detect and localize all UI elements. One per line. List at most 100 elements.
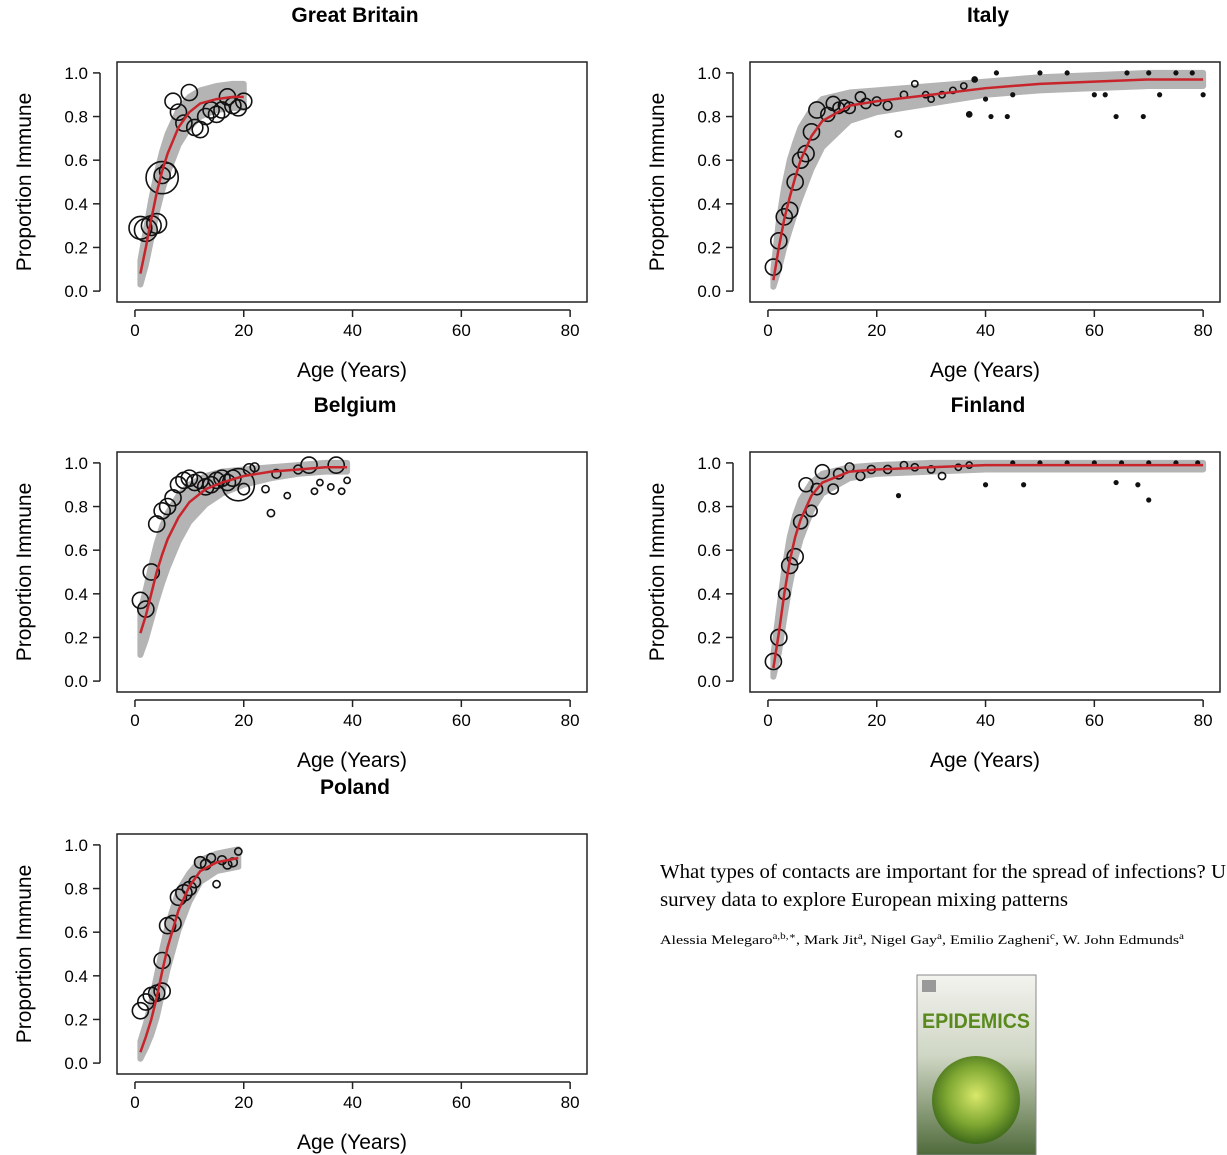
- chart-title: Italy: [967, 4, 1009, 27]
- data-point: [993, 70, 1000, 76]
- data-point: [810, 482, 824, 496]
- data-point: [180, 83, 199, 102]
- data-point: [1124, 70, 1130, 76]
- data-point: [895, 493, 902, 499]
- data-point: [310, 487, 319, 496]
- data-point: [959, 82, 968, 90]
- x-tick-label: 0: [130, 711, 139, 730]
- data-point: [827, 483, 840, 495]
- author-name: Alessia Melegaro: [660, 932, 772, 947]
- y-tick-label: 0.4: [697, 585, 721, 604]
- confidence-band: [137, 846, 242, 1062]
- plot-frame: [116, 833, 588, 1075]
- x-axis-label: Age (Years): [297, 1131, 407, 1154]
- y-tick-label: 0.8: [697, 498, 721, 517]
- paper-title: survey data to explore European mixing p…: [660, 889, 1068, 911]
- y-tick-label: 0.0: [697, 282, 721, 301]
- chart-title: Great Britain: [291, 4, 418, 27]
- data-point: [131, 1001, 150, 1020]
- journal-cover: EPIDEMICS: [916, 974, 1037, 1155]
- y-tick-label: 1.0: [64, 454, 88, 473]
- fit-line: [772, 463, 1204, 669]
- y-axis-label: Proportion Immune: [13, 483, 36, 662]
- y-tick-label: 0.2: [697, 238, 721, 257]
- data-point: [982, 482, 989, 488]
- data-point: [1102, 92, 1108, 98]
- data-point: [1135, 482, 1141, 488]
- data-point: [212, 879, 221, 889]
- y-tick-label: 0.4: [64, 967, 88, 986]
- author-name: , Emilio Zagheni: [942, 932, 1051, 947]
- author-affiliation: c: [1050, 931, 1055, 941]
- y-tick-label: 0.6: [697, 541, 721, 560]
- data-point: [1004, 113, 1010, 120]
- chart-panel: Finland 0 20 40 60 80 Age (Years) 0.0 0.2 0.4 0.6 0…: [646, 394, 1221, 772]
- author-name: , Nigel Gay: [863, 932, 938, 947]
- data-point: [327, 456, 346, 474]
- chart-panel: Great Britain 0 20 40 60 80 Age (Years) 0.0 0.2 0…: [13, 4, 588, 382]
- x-tick-label: 80: [1194, 321, 1213, 340]
- data-point: [158, 497, 177, 516]
- data-point: [808, 101, 826, 119]
- y-axis-label: Proportion Immune: [13, 93, 36, 272]
- x-tick-label: 80: [561, 321, 580, 340]
- paper-title: What types of contacts are important for…: [660, 861, 1227, 883]
- cover-title: EPIDEMICS: [922, 1010, 1030, 1033]
- y-axis-label: Proportion Immune: [13, 865, 36, 1044]
- x-axis-label: Age (Years): [930, 359, 1040, 382]
- x-axis-label: Age (Years): [930, 749, 1040, 772]
- data-point: [1113, 479, 1119, 486]
- data-point: [169, 888, 188, 907]
- x-tick-label: 0: [763, 321, 772, 340]
- chart-panel: Belgium 0 20 40 60 80 Age (Years) 0.0 0.2 0.4 0.6 0…: [13, 394, 588, 772]
- y-tick-label: 0.8: [697, 108, 721, 127]
- data-point: [221, 467, 256, 502]
- data-point: [1189, 70, 1195, 76]
- y-tick-label: 0.8: [64, 498, 88, 517]
- fit-line: [139, 95, 244, 274]
- fit-line: [139, 856, 239, 1053]
- x-tick-label: 40: [343, 321, 362, 340]
- data-point: [1010, 92, 1016, 98]
- x-tick-label: 20: [867, 711, 886, 730]
- x-tick-label: 60: [1085, 711, 1104, 730]
- x-tick-label: 40: [976, 321, 995, 340]
- x-tick-label: 60: [1085, 321, 1104, 340]
- data-point: [164, 92, 182, 111]
- y-axis-label: Proportion Immune: [646, 93, 669, 272]
- data-point: [337, 487, 346, 496]
- x-tick-label: 20: [234, 321, 253, 340]
- data-point: [1140, 113, 1146, 120]
- data-point: [802, 122, 821, 141]
- y-tick-label: 0.6: [64, 151, 88, 170]
- data-point: [894, 130, 903, 138]
- data-point: [982, 96, 989, 102]
- data-point: [153, 982, 172, 1000]
- authors: Alessia Melegaro a,b,∗, Mark Jit a, Nigel …: [660, 931, 1184, 947]
- data-point: [786, 547, 805, 566]
- data-point: [792, 514, 809, 530]
- data-point: [1200, 92, 1206, 98]
- x-tick-label: 40: [343, 1093, 362, 1112]
- data-point: [169, 103, 188, 122]
- chart-title: Finland: [951, 394, 1026, 417]
- author-affiliation: a: [937, 931, 942, 941]
- author-affiliation: a: [1179, 931, 1184, 941]
- y-tick-label: 0.6: [697, 151, 721, 170]
- x-tick-label: 20: [867, 321, 886, 340]
- data-point: [343, 476, 352, 485]
- x-tick-label: 0: [130, 321, 139, 340]
- x-axis-label: Age (Years): [297, 359, 407, 382]
- data-point: [188, 875, 202, 889]
- data-point: [233, 847, 243, 856]
- y-tick-label: 0.0: [64, 672, 88, 691]
- data-point: [988, 113, 994, 120]
- y-tick-label: 1.0: [64, 836, 88, 855]
- chart-title: Belgium: [314, 394, 397, 417]
- author-affiliation: a: [858, 931, 863, 941]
- x-tick-label: 80: [1194, 711, 1213, 730]
- y-tick-label: 1.0: [697, 454, 721, 473]
- x-tick-label: 0: [763, 711, 772, 730]
- data-point: [326, 482, 335, 491]
